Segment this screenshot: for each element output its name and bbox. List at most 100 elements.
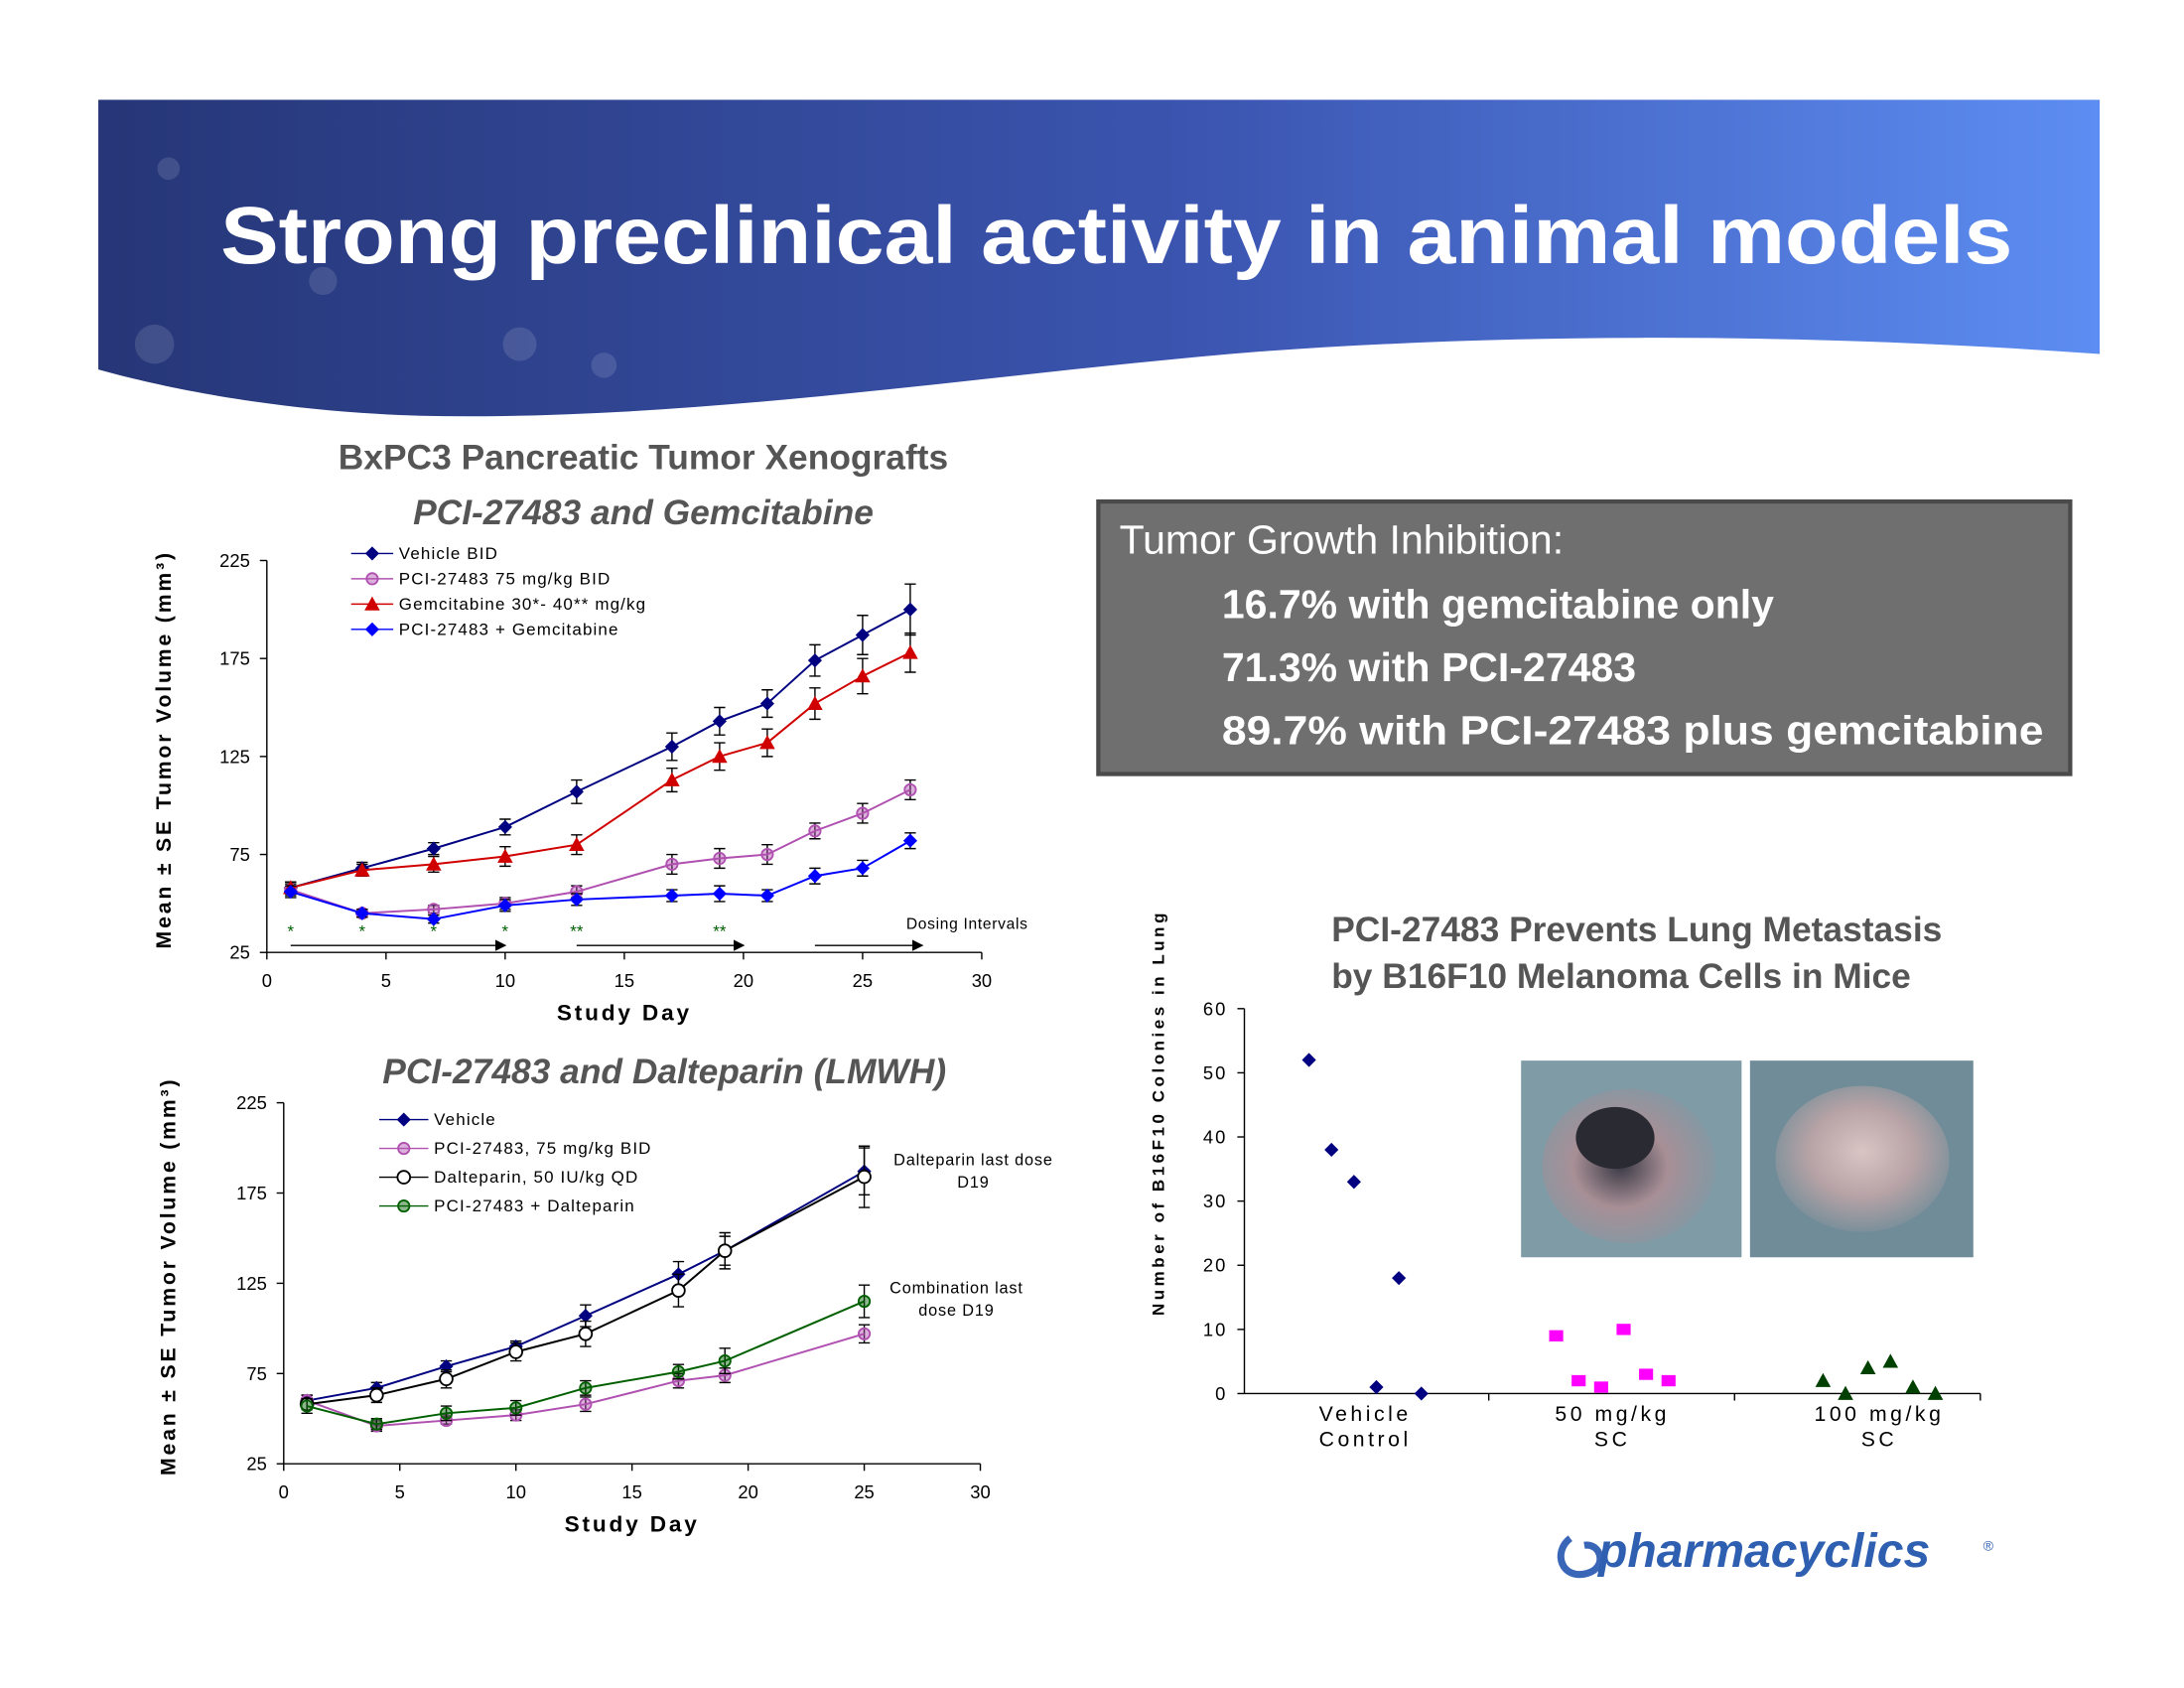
significance-mark: * bbox=[502, 921, 509, 940]
marker bbox=[396, 1170, 412, 1185]
marker bbox=[578, 1327, 594, 1341]
x-tick-label: 50 mg/kg bbox=[1555, 1403, 1670, 1426]
y-tick-label: 20 bbox=[1203, 1255, 1228, 1276]
y-axis-label: Mean ± SE Tumor Volume (mm³) bbox=[157, 1077, 180, 1476]
x-tick-label: 100 mg/kg bbox=[1815, 1403, 1945, 1426]
series-line bbox=[290, 608, 911, 890]
x-tick-label: SC bbox=[1861, 1429, 1898, 1452]
marker bbox=[364, 622, 379, 636]
marker bbox=[759, 735, 775, 750]
legend-label: Vehicle BID bbox=[399, 544, 498, 563]
dosing-label: Dosing Intervals bbox=[906, 915, 1028, 932]
marker bbox=[1301, 1053, 1316, 1067]
x-tick-label: 0 bbox=[262, 970, 272, 991]
significance-mark: * bbox=[359, 921, 366, 940]
marker bbox=[1815, 1372, 1832, 1387]
marker bbox=[856, 806, 870, 820]
marker bbox=[665, 857, 679, 871]
lung-photos bbox=[1521, 1060, 1974, 1258]
marker bbox=[857, 1295, 872, 1309]
marker bbox=[671, 1364, 686, 1379]
y-tick-label: 225 bbox=[236, 1092, 267, 1113]
significance-mark: ** bbox=[570, 921, 584, 940]
marker bbox=[903, 782, 917, 796]
marker bbox=[664, 739, 679, 755]
marker bbox=[712, 886, 727, 902]
marker bbox=[497, 848, 513, 863]
title-banner bbox=[98, 99, 2101, 417]
marker bbox=[713, 851, 727, 866]
marker bbox=[354, 862, 370, 877]
marker bbox=[718, 1353, 732, 1368]
marker bbox=[509, 1401, 523, 1415]
y-tick-label: 0 bbox=[1215, 1383, 1227, 1404]
marker bbox=[759, 696, 774, 711]
annotation: Dalteparin last dose bbox=[893, 1152, 1053, 1170]
y-axis-label: Number of B16F10 Colonies in Lung bbox=[1150, 910, 1168, 1316]
x-tick-label: 20 bbox=[734, 970, 753, 991]
y-tick-label: 75 bbox=[246, 1363, 266, 1384]
marker bbox=[712, 714, 727, 729]
marker bbox=[855, 861, 870, 876]
marker bbox=[579, 1381, 593, 1395]
marker bbox=[1616, 1324, 1631, 1336]
significance-mark: ** bbox=[713, 921, 727, 940]
x-tick-label: 15 bbox=[621, 1481, 641, 1502]
y-tick-label: 60 bbox=[1203, 998, 1228, 1019]
marker bbox=[579, 1397, 593, 1411]
x-tick-label: SC bbox=[1594, 1429, 1631, 1452]
marker bbox=[717, 1243, 733, 1258]
marker bbox=[1661, 1374, 1676, 1387]
marker bbox=[369, 1417, 383, 1431]
y-tick-label: 40 bbox=[1203, 1127, 1228, 1148]
series-line bbox=[306, 1300, 865, 1426]
marker bbox=[1593, 1381, 1608, 1393]
legend-label: PCI-27483, 75 mg/kg BID bbox=[434, 1139, 651, 1158]
marker bbox=[664, 772, 680, 786]
chart-title: BxPC3 Pancreatic Tumor Xenografts bbox=[339, 439, 948, 478]
marker bbox=[397, 1199, 411, 1213]
series-line bbox=[307, 1176, 866, 1406]
annotation: dose D19 bbox=[918, 1302, 994, 1320]
marker bbox=[569, 784, 584, 799]
x-tick-label: 30 bbox=[970, 1481, 990, 1502]
marker bbox=[1927, 1385, 1944, 1400]
marker bbox=[807, 869, 822, 884]
y-tick-label: 225 bbox=[219, 550, 250, 571]
marker bbox=[439, 1371, 454, 1387]
y-tick-label: 125 bbox=[219, 746, 250, 767]
x-tick-label: 25 bbox=[853, 970, 873, 991]
marker bbox=[857, 1169, 872, 1185]
y-tick-label: 25 bbox=[246, 1454, 266, 1475]
legend-label: Gemcitabine 30*- 40** mg/kg bbox=[399, 595, 646, 614]
legend-label: PCI-27483 + Dalteparin bbox=[434, 1196, 635, 1215]
marker bbox=[439, 1406, 454, 1420]
series-line bbox=[307, 1170, 866, 1402]
logo: pharmacyclics ® bbox=[1557, 1524, 1994, 1579]
y-tick-label: 50 bbox=[1203, 1062, 1228, 1083]
significance-mark: * bbox=[288, 921, 295, 940]
series-line bbox=[306, 1333, 865, 1428]
x-tick-label: Vehicle bbox=[1319, 1403, 1412, 1426]
marker bbox=[365, 572, 379, 586]
marker bbox=[1905, 1379, 1921, 1394]
marker bbox=[902, 833, 918, 848]
logo-mark: ® bbox=[1983, 1537, 1994, 1553]
marker bbox=[760, 847, 774, 862]
chart-title: PCI-27483 Prevents Lung Metastasis bbox=[1331, 911, 1942, 949]
text-box-heading: Tumor Growth Inhibition: bbox=[1120, 516, 1565, 562]
marker bbox=[354, 906, 369, 920]
marker bbox=[1369, 1379, 1384, 1395]
x-tick-label: 25 bbox=[854, 1481, 874, 1502]
banner-bubbles bbox=[134, 157, 617, 378]
marker bbox=[855, 668, 871, 683]
x-tick-label: 10 bbox=[495, 970, 515, 991]
marker bbox=[759, 888, 774, 904]
marker bbox=[902, 644, 918, 659]
marker bbox=[569, 892, 584, 908]
legend-label: Vehicle bbox=[434, 1110, 496, 1129]
marker bbox=[807, 695, 823, 710]
y-tick-label: 175 bbox=[236, 1183, 267, 1203]
y-tick-label: 30 bbox=[1203, 1191, 1228, 1211]
